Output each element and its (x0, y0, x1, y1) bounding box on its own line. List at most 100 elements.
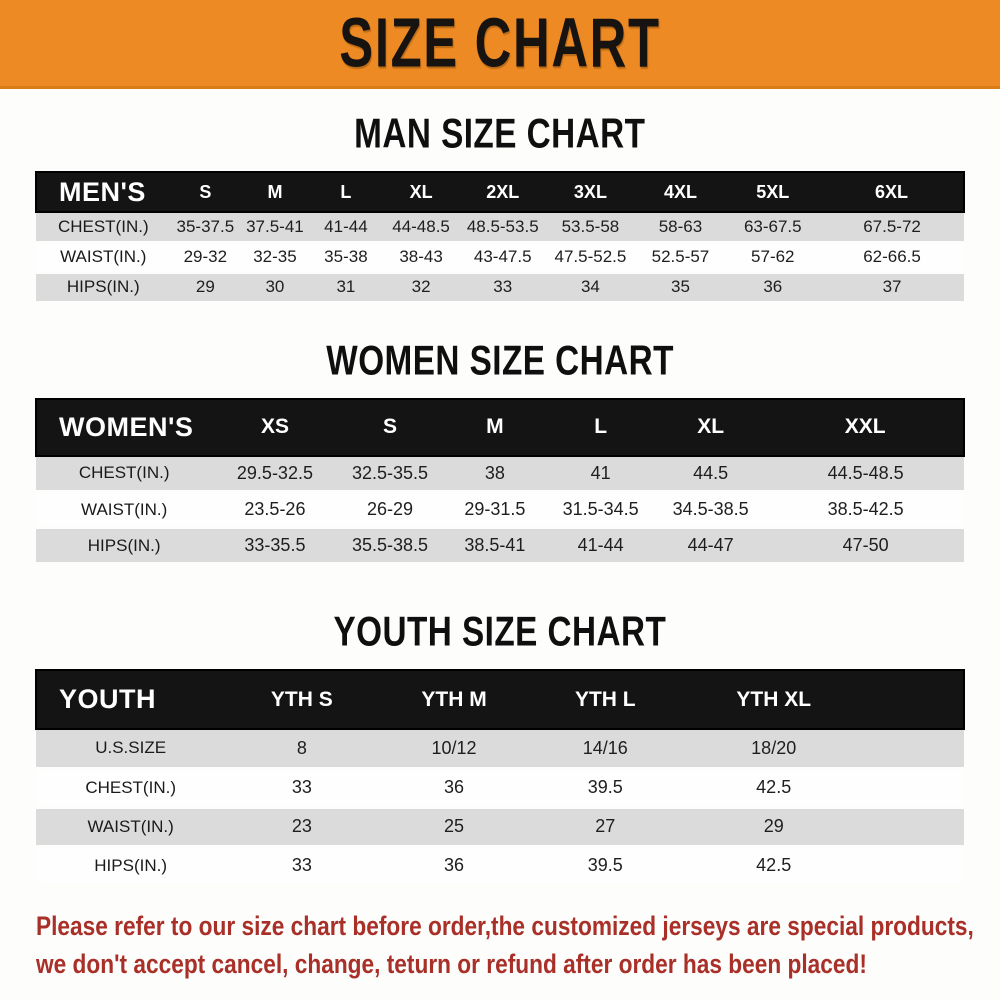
men-size-table: MEN'S S M L XL 2XL 3XL 4XL 5XL 6XL CHEST(IN.) 35-3… (35, 171, 965, 304)
size-value-cell: 10/12 (431, 737, 477, 758)
size-value-cell: 33-35.5 (244, 535, 306, 555)
size-value-cell: 67.5-72 (863, 216, 921, 236)
size-value-cell: 52.5-57 (651, 247, 710, 266)
size-column-header: M (267, 181, 283, 202)
size-value-cell: 57-62 (751, 247, 795, 266)
women-table-header-row: WOMEN'S XS S M L XL XXL (36, 398, 964, 456)
size-value-cell: 29-32 (183, 247, 228, 266)
size-value-cell: 35-37.5 (176, 216, 235, 236)
size-value-cell: 32 (411, 277, 431, 296)
size-column-header: XL (697, 415, 725, 438)
size-value-cell: 35.5-38.5 (351, 535, 429, 555)
size-value-cell: 33 (291, 855, 312, 875)
row-label: CHEST(IN.) (78, 463, 170, 483)
size-value-cell: 29 (195, 277, 215, 296)
row-label: HIPS(IN.) (94, 855, 168, 875)
women-section-heading: WOMEN SIZE CHART (0, 337, 1000, 383)
size-value-cell: 39.5 (587, 855, 623, 875)
size-value-cell: 62-66.5 (863, 247, 921, 266)
size-value-cell: 41 (590, 462, 611, 483)
size-value-cell: 34 (580, 277, 600, 296)
size-value-cell: 39.5 (587, 777, 623, 797)
size-value-cell: 33 (493, 277, 513, 296)
size-value-cell: 25 (444, 816, 465, 836)
size-value-cell: 41-44 (577, 535, 624, 555)
size-value-cell: 44.5 (693, 462, 729, 483)
title-banner: SIZE CHART (0, 0, 1000, 89)
size-column-header: YTH XL (736, 687, 812, 711)
size-value-cell: 44.5-48.5 (827, 462, 904, 483)
size-value-cell: 63-67.5 (743, 216, 802, 236)
size-value-cell: 35 (670, 277, 690, 296)
size-value-cell: 23 (291, 816, 312, 836)
size-value-cell: 36 (444, 855, 465, 875)
filler-cell (867, 768, 965, 807)
size-value-cell: 38 (484, 462, 505, 483)
size-column-header: YTH M (421, 687, 487, 711)
size-value-cell: 35-38 (324, 247, 368, 266)
table-row: HIPS(IN.) 33-35.5 35.5-38.5 38.5-41 41-44 44-… (36, 527, 964, 564)
table-row: CHEST(IN.) 29.5-32.5 32.5-35.5 38 41 44.5 44.5… (36, 455, 964, 492)
table-header-label: YOUTH (59, 684, 156, 714)
size-column-header: 5XL (756, 181, 790, 202)
women-size-table: WOMEN'S XS S M L XL XXL CHEST(IN.) 29.5-32.5 32.… (35, 398, 965, 566)
table-row: WAIST(IN.) 23.5-26 26-29 29-31.5 31.5-34.5 34… (36, 491, 964, 528)
size-column-header: M (486, 415, 504, 438)
youth-section-heading: YOUTH SIZE CHART (0, 608, 1000, 655)
size-value-cell: 30 (265, 277, 285, 296)
size-value-cell: 36 (444, 777, 465, 797)
youth-section-heading-text: YOUTH SIZE CHART (333, 608, 667, 655)
table-row: HIPS(IN.) 33 36 39.5 42.5 (36, 846, 964, 885)
size-value-cell: 31.5-34.5 (562, 499, 639, 519)
filler-cell (867, 807, 965, 846)
row-label: CHEST(IN.) (57, 216, 149, 236)
size-column-header: YTH S (270, 687, 333, 711)
size-value-cell: 32.5-35.5 (351, 462, 429, 483)
youth-size-table: YOUTH YTH S YTH M YTH L YTH XL U.S.SIZE 8 10/1… (35, 669, 965, 887)
size-column-header: L (340, 181, 352, 202)
size-column-header: XL (409, 181, 433, 202)
size-value-cell: 26-29 (366, 499, 414, 519)
table-header-label: WOMEN'S (59, 411, 194, 442)
disclaimer-line-2: we don't accept cancel, change, teturn o… (36, 948, 867, 979)
men-section-heading: MAN SIZE CHART (0, 110, 1000, 156)
size-column-header: YTH L (574, 687, 636, 711)
size-value-cell: 53.5-58 (561, 216, 620, 236)
row-label: WAIST(IN.) (81, 499, 168, 519)
size-value-cell: 44-47 (687, 535, 734, 555)
size-value-cell: 37 (882, 277, 902, 296)
size-column-header: 2XL (486, 181, 520, 202)
row-label: U.S.SIZE (95, 738, 167, 758)
table-row: HIPS(IN.) 29 30 31 32 33 34 35 36 37 (36, 272, 964, 302)
size-value-cell: 38-43 (399, 247, 443, 266)
size-value-cell: 8 (296, 737, 307, 758)
size-value-cell: 58-63 (658, 216, 703, 236)
size-value-cell: 36 (763, 277, 783, 296)
size-value-cell: 23.5-26 (244, 499, 306, 519)
size-value-cell: 38.5-41 (464, 535, 526, 555)
table-row: WAIST(IN.) 23 25 27 29 (36, 807, 964, 846)
table-row: CHEST(IN.) 35-37.5 37.5-41 41-44 44-48.5 48.5… (36, 212, 964, 242)
table-row: U.S.SIZE 8 10/12 14/16 18/20 (36, 729, 964, 768)
size-value-cell: 42.5 (756, 855, 792, 875)
size-value-cell: 47.5-52.5 (554, 247, 627, 266)
size-column-header: 3XL (573, 181, 607, 202)
table-row: CHEST(IN.) 33 36 39.5 42.5 (36, 768, 964, 807)
table-row: WAIST(IN.) 29-32 32-35 35-38 38-43 43-47.5 47.… (36, 242, 964, 272)
size-value-cell: 43-47.5 (473, 247, 532, 266)
size-value-cell: 47-50 (842, 535, 889, 555)
filler-cell (867, 729, 965, 768)
size-value-cell: 29.5-32.5 (236, 462, 313, 483)
filler-cell (867, 670, 965, 729)
size-column-header: 6XL (875, 181, 909, 202)
disclaimer-line-1: Please refer to our size chart before or… (36, 910, 974, 941)
size-column-header: XXL (844, 415, 886, 438)
size-column-header: L (594, 415, 608, 438)
size-value-cell: 37.5-41 (246, 216, 304, 236)
row-label: HIPS(IN.) (66, 277, 140, 296)
row-label: CHEST(IN.) (85, 777, 176, 797)
size-value-cell: 38.5-42.5 (827, 499, 904, 519)
size-value-cell: 32-35 (253, 247, 297, 266)
disclaimer-note: Please refer to our size chart before or… (36, 907, 1000, 983)
